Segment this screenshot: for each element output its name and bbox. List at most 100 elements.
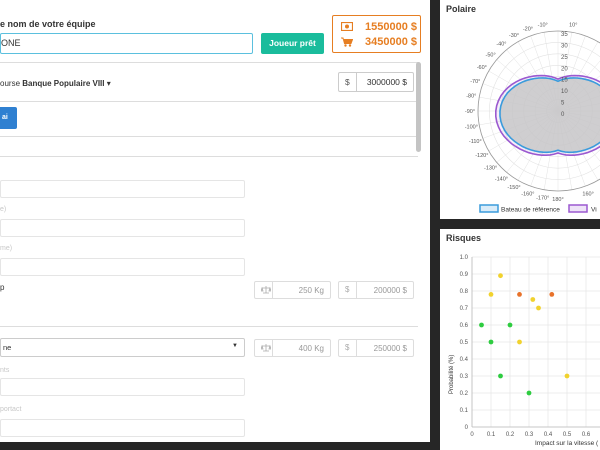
risk-point[interactable] bbox=[536, 305, 541, 311]
dollar-icon: $ bbox=[345, 77, 350, 87]
x-tick-label: 0.1 bbox=[487, 432, 496, 438]
text-field-4[interactable] bbox=[0, 378, 245, 396]
charts-column: Polaire -10° -20° -30° -40° -50° -60° -70° -80°… bbox=[440, 0, 600, 450]
risk-point[interactable] bbox=[479, 322, 484, 328]
y-tick-label: 0.3 bbox=[460, 374, 469, 380]
budget-value: 3000000 $ bbox=[366, 77, 407, 87]
polar-angle-label: -10° bbox=[538, 22, 548, 28]
risks-panel: Risques 0 0.1 0.2 0.3 0.4 0.5 0.6 0.7 0.8 0.9 1.0 0… bbox=[440, 229, 600, 450]
player-ready-button[interactable]: Joueur prêt bbox=[261, 33, 324, 54]
polar-angle-label: -120° bbox=[475, 153, 488, 159]
legend-swatch-reference bbox=[479, 204, 499, 213]
row2-price: 250000 $ bbox=[373, 344, 407, 353]
polar-angle-label: -160° bbox=[521, 192, 534, 198]
cart-icon bbox=[341, 37, 354, 50]
polar-outline bbox=[477, 30, 600, 192]
row1-weight: 250 Kg bbox=[298, 286, 324, 295]
race-caret-icon: ▾ bbox=[106, 79, 111, 88]
team-name-input[interactable]: ONE bbox=[0, 33, 253, 54]
cash-row: 1550000 $ bbox=[340, 21, 417, 35]
field-hint-2: me) bbox=[0, 245, 13, 252]
x-tick-label: 0.6 bbox=[582, 432, 591, 438]
polar-angle-label: -150° bbox=[507, 185, 520, 191]
race-prefix: ourse bbox=[0, 79, 21, 88]
cart-row: 3450000 $ bbox=[341, 36, 417, 50]
x-tick-label: 0.5 bbox=[563, 432, 572, 438]
team-config-panel: e nom de votre équipe ONE Joueur prêt 15… bbox=[0, 0, 430, 442]
row1-weight-separator bbox=[272, 282, 273, 298]
text-field-5[interactable] bbox=[0, 419, 245, 437]
row1-price: 200000 $ bbox=[373, 286, 407, 295]
legend-swatch-variant bbox=[568, 204, 588, 213]
text-field-2[interactable] bbox=[0, 219, 245, 237]
race-boat-name: Banque Populaire VIII bbox=[22, 79, 105, 88]
y-tick-label: 0.9 bbox=[460, 272, 469, 278]
polar-angle-label: -60° bbox=[477, 65, 487, 71]
field-hint-3: nts bbox=[0, 367, 10, 374]
risk-point[interactable] bbox=[488, 292, 494, 297]
x-tick-label: 0.4 bbox=[544, 432, 553, 438]
cash-amount: 1550000 $ bbox=[365, 21, 417, 33]
polar-angle-label: -70° bbox=[470, 79, 480, 85]
polar-panel: Polaire -10° -20° -30° -40° -50° -60° -70° -80°… bbox=[440, 0, 600, 219]
team-name-label: e nom de votre équipe bbox=[0, 19, 96, 29]
x-tick-label: 0.3 bbox=[525, 432, 534, 438]
scale-icon bbox=[260, 285, 272, 296]
row1-weight-field: 250 Kg bbox=[254, 281, 331, 299]
polar-angle-label: -170° bbox=[536, 196, 549, 202]
risk-point[interactable] bbox=[564, 373, 570, 379]
risk-point[interactable] bbox=[498, 373, 503, 379]
risk-point[interactable] bbox=[517, 292, 522, 297]
risk-point[interactable] bbox=[517, 339, 522, 345]
risk-point[interactable] bbox=[488, 339, 494, 345]
polar-title: Polaire bbox=[446, 4, 477, 14]
row1-price-separator bbox=[356, 282, 357, 298]
y-tick-label: 0.2 bbox=[460, 391, 469, 397]
divider bbox=[0, 62, 418, 63]
polar-radial-label: 5 bbox=[561, 101, 565, 107]
polar-angle-label: -50° bbox=[486, 52, 496, 58]
option-select-value: ne bbox=[3, 343, 12, 352]
primary-action-button[interactable]: ai bbox=[0, 107, 17, 129]
y-tick-label: 0 bbox=[465, 425, 469, 431]
polar-angle-label: -40° bbox=[496, 42, 506, 48]
row2-price-field: $ 250000 $ bbox=[338, 339, 414, 357]
y-tick-label: 1.0 bbox=[460, 255, 469, 261]
legend-label-variant: Vi bbox=[591, 207, 597, 214]
chevron-down-icon: ▼ bbox=[232, 343, 238, 349]
polar-radial-label: 25 bbox=[561, 55, 568, 61]
cart-amount: 3450000 $ bbox=[365, 36, 417, 48]
polar-angle-label: 160° bbox=[582, 192, 593, 198]
field-hint-1: e) bbox=[0, 206, 7, 213]
option-select[interactable]: ne ▼ bbox=[0, 338, 245, 357]
scrollbar[interactable] bbox=[416, 62, 421, 152]
polar-radial-label: 10 bbox=[561, 89, 568, 95]
risk-point[interactable] bbox=[530, 297, 536, 302]
polar-radial-label: 30 bbox=[561, 43, 568, 49]
x-tick-label: 0 bbox=[470, 432, 474, 438]
risks-chart: 0 0.1 0.2 0.3 0.4 0.5 0.6 0.7 0.8 0.9 1.0 0 0.1 0.2 0.… bbox=[449, 255, 600, 447]
y-tick-label: 0.6 bbox=[460, 323, 469, 329]
risk-point[interactable] bbox=[526, 390, 532, 396]
dollar-icon: $ bbox=[345, 343, 350, 352]
row1-label: p bbox=[0, 283, 5, 292]
polar-angle-label: -110° bbox=[469, 139, 482, 145]
polar-angle-label: -80° bbox=[466, 94, 476, 100]
banknote-icon bbox=[340, 21, 354, 34]
risk-point[interactable] bbox=[507, 322, 513, 328]
row2-weight: 400 Kg bbox=[298, 344, 324, 353]
y-tick-label: 0.4 bbox=[460, 357, 469, 363]
divider bbox=[0, 156, 418, 157]
row2-price-separator bbox=[356, 340, 357, 356]
divider bbox=[0, 326, 418, 327]
x-tick-label: 0.2 bbox=[506, 432, 515, 438]
risk-point[interactable] bbox=[549, 292, 555, 297]
text-field-1[interactable] bbox=[0, 180, 245, 198]
text-field-3[interactable] bbox=[0, 258, 245, 276]
risk-point[interactable] bbox=[498, 273, 503, 279]
race-selector[interactable]: ourse Banque Populaire VIII ▾ bbox=[0, 79, 111, 88]
row1-price-field: $ 200000 $ bbox=[338, 281, 414, 299]
polar-legend: Bateau de référence Vi bbox=[479, 204, 597, 214]
scale-icon bbox=[260, 343, 272, 354]
polar-angle-label: 180° bbox=[552, 197, 563, 203]
